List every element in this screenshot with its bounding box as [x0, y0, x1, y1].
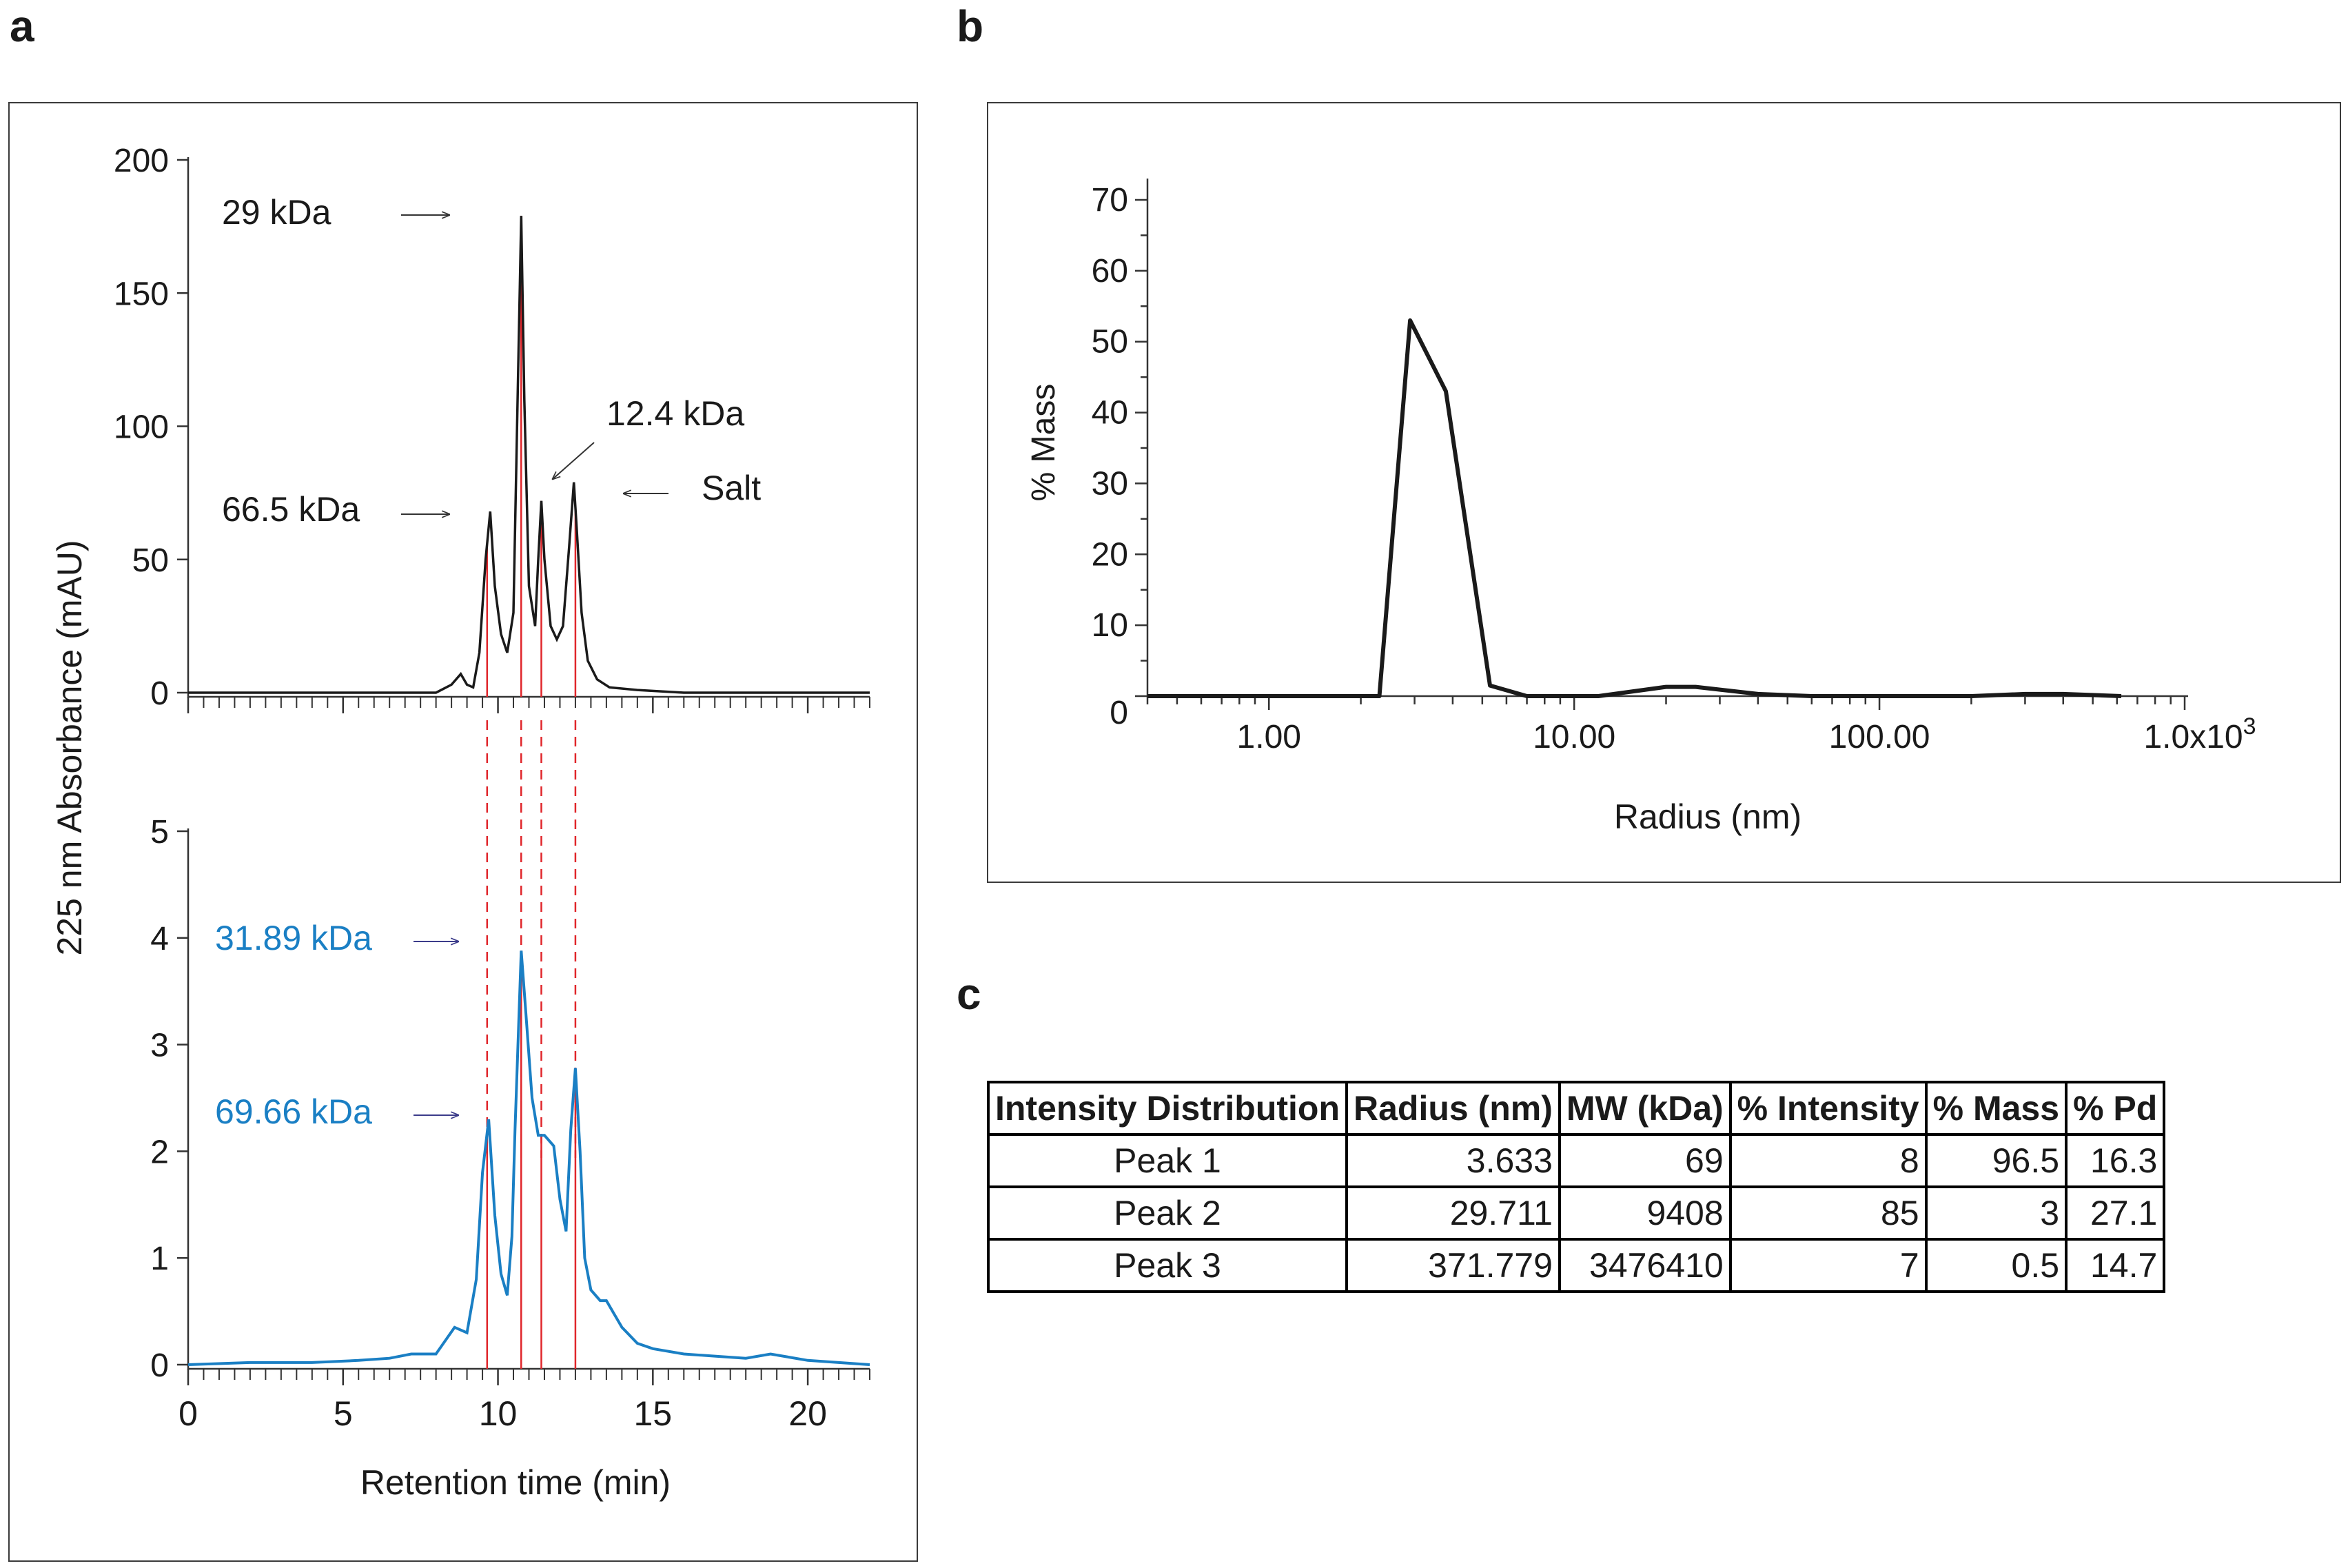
y-tick-label: 50 — [132, 542, 169, 579]
x-tick-label: 20 — [788, 1394, 827, 1433]
header-mw: MW (kDa) — [1558, 1081, 1732, 1136]
table-cell: 29.711 — [1345, 1185, 1561, 1241]
panel-b-xlabel: Radius (nm) — [1614, 797, 1801, 836]
mals-trace-line — [187, 950, 870, 1366]
dls-y-tick-label: 50 — [1092, 324, 1128, 360]
table-cell: 3 — [1924, 1185, 2068, 1241]
top-plot-axes: 0 50 100 150 200 — [114, 143, 870, 713]
intensity-distribution-table: Intensity Distribution Radius (nm) MW (k… — [987, 1081, 2166, 1293]
dls-y-tick-label: 0 — [1110, 695, 1128, 731]
table-cell: 96.5 — [1924, 1133, 2068, 1188]
dls-y-tick-label: 10 — [1092, 607, 1128, 644]
table-cell: 16.3 — [2065, 1133, 2166, 1188]
table-header-row: Intensity Distribution Radius (nm) MW (k… — [987, 1081, 2166, 1136]
y-tick-label: 3 — [150, 1028, 169, 1064]
peak-markers — [486, 216, 577, 1369]
header-intensity-distribution: Intensity Distribution — [987, 1081, 1348, 1136]
annotation-12-4kda: 12.4 kDa — [606, 394, 744, 433]
panel-a-ylabel: 225 nm Absorbance (mAU) — [50, 540, 89, 955]
annotation-salt: Salt — [702, 469, 761, 507]
table-cell: Peak 1 — [987, 1133, 1348, 1188]
panel-b-frame — [987, 102, 2341, 883]
x-tick-label: 15 — [634, 1394, 673, 1433]
table-cell: 0.5 — [1924, 1238, 2068, 1293]
table-cell: 14.7 — [2065, 1238, 2166, 1293]
table-cell: 7 — [1728, 1238, 1928, 1293]
dls-y-tick-label: 60 — [1092, 253, 1128, 289]
table-cell: 3.633 — [1345, 1133, 1561, 1188]
dls-x-tick-label: 100.00 — [1829, 719, 1930, 755]
table-row: Peak 2 29.711 9408 85 3 27.1 — [987, 1185, 2166, 1241]
y-tick-label: 4 — [150, 921, 169, 957]
y-tick-label: 2 — [150, 1134, 169, 1170]
x-tick-label: 0 — [178, 1394, 198, 1433]
annotation-29kda: 29 kDa — [222, 193, 331, 232]
panel-a-label: a — [10, 1, 34, 51]
dls-plot-axes: 0 10 20 30 40 50 60 70 1.00 10.00 100.00 — [1092, 179, 2188, 755]
table-cell: Peak 3 — [987, 1238, 1348, 1293]
table-cell: 9408 — [1558, 1185, 1732, 1241]
table-cell: 8 — [1728, 1133, 1928, 1188]
dls-mass-line — [1147, 318, 2122, 698]
dls-y-tick-label: 70 — [1092, 182, 1128, 218]
y-tick-label: 150 — [114, 276, 169, 312]
arrow-12-4kda — [553, 442, 595, 479]
header-radius: Radius (nm) — [1345, 1081, 1561, 1136]
y-tick-label: 5 — [150, 814, 169, 851]
table-row: Peak 1 3.633 69 8 96.5 16.3 — [987, 1133, 2166, 1188]
dls-x-tick-label-1000: 1.0x103 — [2143, 713, 2256, 755]
table-cell: 3476410 — [1558, 1238, 1732, 1293]
annotation-66-5kda: 66.5 kDa — [222, 490, 360, 529]
panel-b-label: b — [957, 1, 984, 51]
dls-x-tick-label: 1.00 — [1237, 719, 1301, 755]
y-tick-label: 0 — [150, 1347, 169, 1384]
panel-b-ylabel: % Mass — [1025, 384, 1062, 502]
y-tick-label: 0 — [150, 675, 169, 712]
annotation-69-66kda: 69.66 kDa — [215, 1092, 372, 1131]
table-cell: 85 — [1728, 1185, 1928, 1241]
uv-trace-line — [188, 216, 870, 694]
y-tick-label: 100 — [114, 409, 169, 446]
x-tick-label: 5 — [334, 1394, 353, 1433]
y-tick-label: 200 — [114, 143, 169, 179]
header-mass: % Mass — [1924, 1081, 2068, 1136]
table-cell: Peak 2 — [987, 1185, 1348, 1241]
table-row: Peak 3 371.779 3476410 7 0.5 14.7 — [987, 1238, 2166, 1293]
dls-x-tick-label: 10.00 — [1533, 719, 1615, 755]
panel-c-label: c — [957, 969, 981, 1019]
header-intensity: % Intensity — [1728, 1081, 1928, 1136]
dls-y-tick-label: 20 — [1092, 536, 1128, 573]
panel-a-xlabel: Retention time (min) — [360, 1463, 671, 1502]
bottom-plot-axes: 0 1 2 3 4 5 0 5 10 15 20 — [150, 814, 870, 1433]
table-cell: 27.1 — [2065, 1185, 2166, 1241]
dls-y-tick-label: 30 — [1092, 465, 1128, 502]
y-tick-label: 1 — [150, 1241, 169, 1277]
dls-y-tick-label: 40 — [1092, 395, 1128, 431]
panel-a-frame — [8, 102, 918, 1562]
table-cell: 69 — [1558, 1133, 1732, 1188]
table-cell: 371.779 — [1345, 1238, 1561, 1293]
x-tick-label: 10 — [479, 1394, 518, 1433]
header-pd: % Pd — [2065, 1081, 2166, 1136]
annotation-31-89kda: 31.89 kDa — [215, 919, 372, 957]
